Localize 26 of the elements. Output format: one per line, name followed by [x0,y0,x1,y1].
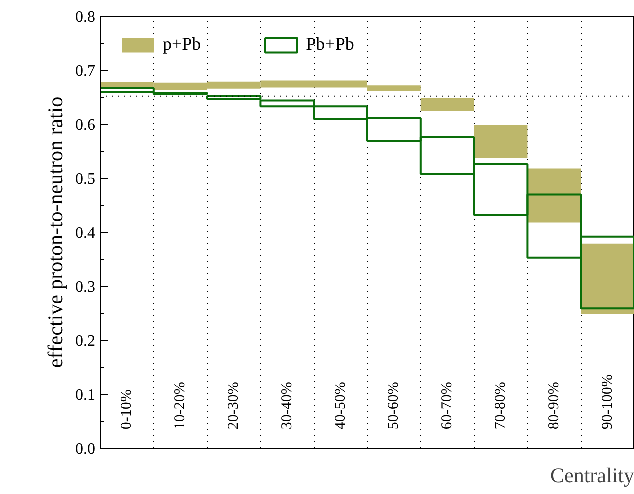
bar [474,125,528,158]
bar [528,168,582,223]
legend-label: Pb+Pb [306,34,354,55]
y-tick-label: 0.6 [76,117,96,134]
y-tick-label: 0.5 [76,171,96,188]
x-tick-label: 90-100% [600,374,616,430]
x-tick-label: 70-80% [493,382,509,430]
y-tick-label: 0.2 [76,333,96,350]
x-tick-label: 50-60% [386,382,402,430]
x-tick-label: 0-10% [119,390,136,430]
y-axis-title: effective proton-to-neutron ratio [44,96,68,368]
y-tick-label: 0.4 [76,225,96,242]
y-tick-label: 0.3 [76,279,96,296]
bar [581,244,634,314]
x-tick-label: 10-20% [172,382,189,430]
x-tick-label: 60-70% [440,382,456,430]
x-tick-label: 30-40% [279,382,296,430]
y-tick-label: 0.1 [76,387,96,404]
x-tick-label: 80-90% [546,382,562,430]
x-tick-label: 40-50% [332,382,349,430]
bar [420,98,474,112]
y-tick-label: 0.0 [76,441,96,458]
legend-label: p+Pb [163,34,202,55]
y-tick-label: 0.7 [76,63,96,80]
y-tick-label: 0.8 [76,9,96,26]
x-tick-label: 20-30% [226,382,242,430]
